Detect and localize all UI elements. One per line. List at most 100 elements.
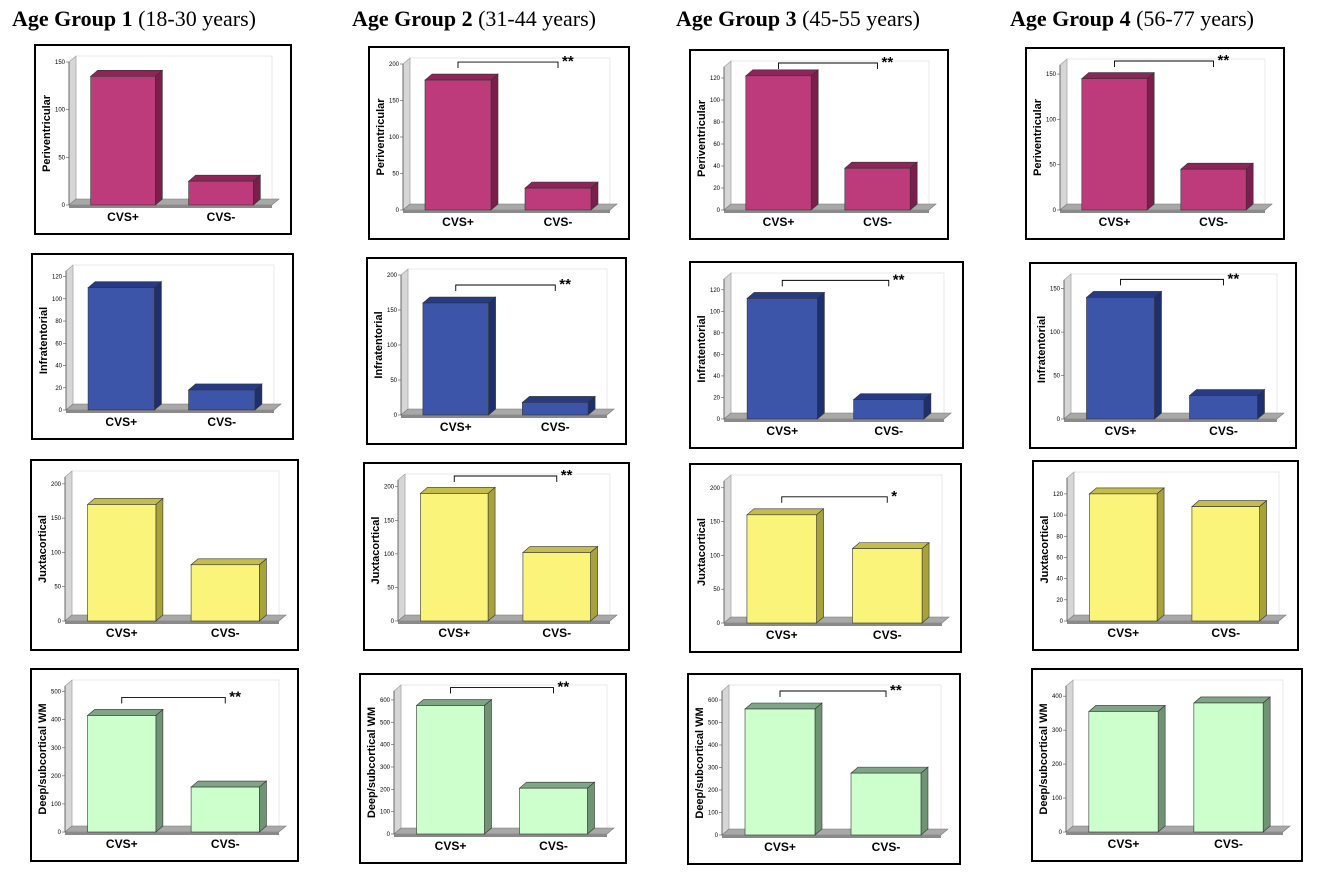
x-tick-label: CVS- (207, 210, 236, 224)
y-tick-label: 0 (58, 830, 62, 836)
bar-front-face (853, 399, 925, 420)
bar-side-face (155, 69, 163, 206)
column-header-group-1: Age Group 1 (18-30 years) (12, 6, 256, 32)
bar-cvs (522, 545, 599, 622)
chart-juxtacortical-group-1: 0 50 100 150 200 Juxtacortical CVS+ CVS- (30, 459, 299, 651)
significance-bracket (781, 496, 888, 503)
y-tick-label: 0 (1059, 830, 1063, 836)
chart-svg: 0 100 200 300 400 500 Deep/subcortical WM CVS+ C… (37, 679, 287, 851)
bar-top-face (522, 546, 599, 553)
chart-infratentorial-group-4: 0 50 100 150 Infratentorial CVS+ CVS- ** (1029, 262, 1297, 449)
bar-front-face (852, 548, 923, 624)
bar-top-face (1088, 487, 1165, 495)
plot-floor-edge (1060, 210, 1265, 213)
bar-cvs (1081, 71, 1155, 211)
x-tick-label: CVS+ (106, 626, 138, 640)
bar-top-face (518, 781, 596, 789)
y-tick-label: 150 (710, 520, 721, 526)
bar-cvs (422, 296, 497, 416)
y-tick-label: 400 (51, 718, 62, 724)
bar-side-face (155, 708, 164, 833)
x-tick-label: CVS+ (1107, 626, 1139, 640)
x-tick-label: CVS+ (1099, 215, 1131, 229)
x-tick-label: CVS+ (766, 628, 798, 642)
bar-cvs (424, 73, 499, 211)
significance-bracket (1120, 278, 1224, 286)
y-tick-label: 100 (52, 297, 63, 303)
bar-side-face (817, 291, 825, 420)
y-tick-label: 0 (1057, 417, 1061, 423)
bar-top-face (1188, 389, 1266, 396)
y-tick-label: 50 (58, 155, 65, 161)
bar-side-face (155, 497, 164, 622)
bar-cvs (521, 395, 596, 416)
column-header-title: Age Group 2 (352, 6, 473, 31)
y-tick-label: 200 (384, 485, 395, 491)
bar-front-face (1089, 493, 1158, 622)
y-tick-label: 200 (387, 273, 398, 279)
bar-cvs (89, 69, 164, 206)
bar-side-face (909, 161, 918, 211)
plot-floor-edge (398, 621, 610, 624)
plot-side-wall (1065, 679, 1074, 833)
chart-svg: 0 20 40 60 80 100 120 Infratentorial CVS+ CVS- (38, 264, 282, 429)
y-tick-label: 50 (1049, 163, 1056, 169)
y-tick-label: 200 (1052, 762, 1063, 768)
significance-stars: ** (893, 271, 905, 288)
bar-cvs (518, 781, 596, 835)
chart-deep-subcortical-wm-group-3: 0 100 200 300 400 500 600 Deep/subcortical WM CV… (687, 673, 961, 865)
plot-floor-edge (403, 210, 610, 213)
y-tick-label: 100 (710, 309, 721, 315)
chart-juxtacortical-group-4: 0 20 40 60 80 100 120 Juxtacortical CVS+ CVS- (1032, 460, 1299, 651)
bar-cvs (187, 174, 262, 206)
significance-stars: ** (890, 682, 902, 699)
y-tick-label: 20 (55, 386, 62, 392)
y-tick-label: 0 (717, 208, 721, 214)
y-axis-label: Juxtacortical (1039, 516, 1051, 584)
y-tick-label: 0 (715, 833, 719, 839)
x-tick-label: CVS+ (440, 420, 472, 434)
bar-cvs (1180, 162, 1254, 211)
significance-stars: ** (558, 679, 570, 696)
significance-stars: * (891, 488, 897, 505)
significance-bracket (453, 475, 558, 482)
y-tick-label: 60 (713, 142, 720, 148)
chart-infratentorial-group-3: 0 20 40 60 80 100 120 Infratentorial CVS+ CVS- ** (689, 261, 964, 449)
y-tick-label: 0 (717, 621, 721, 627)
x-tick-label: CVS- (872, 840, 901, 854)
bar-top-face (1191, 500, 1268, 507)
significance-bracket (121, 697, 226, 704)
chart-svg: 0 50 100 150 Periventricular CVS+ CVS- ** (1032, 52, 1273, 229)
bar-cvs (745, 69, 819, 211)
y-tick-label: 0 (59, 408, 63, 414)
bar-top-face (187, 383, 263, 391)
y-tick-label: 0 (394, 413, 398, 419)
significance-bracket (1114, 60, 1214, 67)
plot-side-wall (65, 264, 74, 411)
bar-side-face (1262, 696, 1271, 833)
bar-side-face (154, 281, 162, 411)
bar-top-face (744, 702, 823, 710)
y-tick-label: 200 (389, 62, 400, 68)
y-tick-label: 50 (1053, 374, 1060, 380)
significance-bracket (457, 61, 559, 69)
y-tick-label: 0 (58, 619, 62, 625)
bar-top-face (89, 69, 164, 77)
plot-floor-edge (69, 205, 272, 208)
bar-side-face (921, 541, 930, 624)
y-tick-label: 100 (55, 108, 66, 114)
chart-svg: 0 50 100 150 200 Infratentorial CVS+ CVS- ** (373, 268, 615, 434)
y-tick-label: 100 (384, 552, 395, 558)
y-axis-label: Periventricular (1032, 98, 1044, 176)
x-tick-label: CVS+ (435, 839, 467, 853)
significance-bracket (450, 687, 554, 694)
y-tick-label: 120 (710, 288, 721, 294)
plot-floor-edge (1066, 832, 1283, 835)
bar-side-face (1156, 487, 1165, 622)
plot-floor-edge (724, 623, 942, 626)
chart-svg: 0 20 40 60 80 100 120 Juxtacortical CVS+ CVS- (1039, 471, 1287, 640)
y-tick-label: 60 (55, 341, 62, 347)
x-tick-label: CVS+ (438, 626, 470, 640)
bar-cvs (851, 541, 930, 624)
